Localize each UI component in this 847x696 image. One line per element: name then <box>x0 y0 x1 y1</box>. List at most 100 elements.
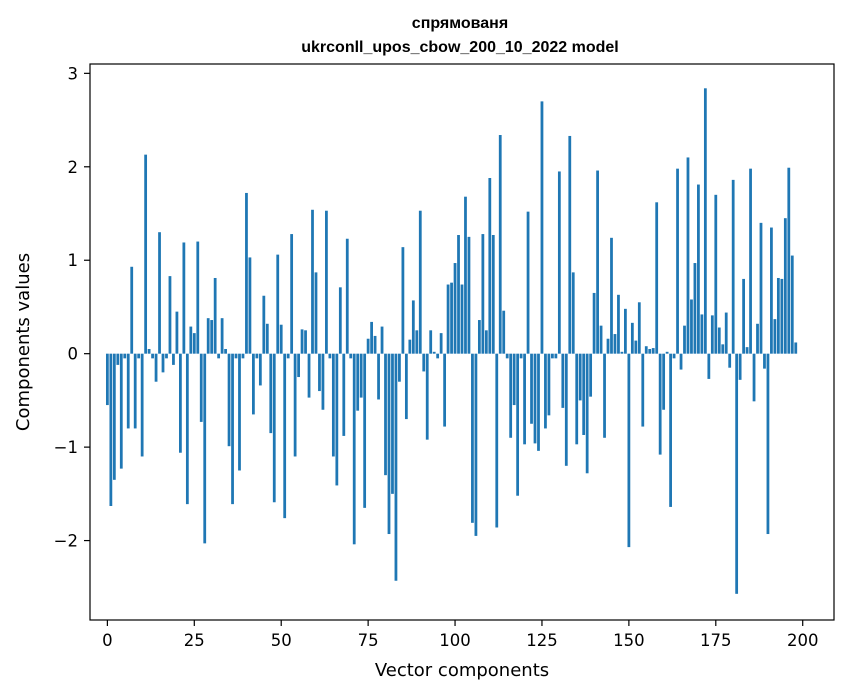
bar <box>105 353 109 406</box>
bar <box>610 237 613 354</box>
bar <box>488 178 492 354</box>
bar <box>724 312 728 354</box>
bar <box>634 340 638 354</box>
bar <box>644 346 648 354</box>
x-tick-label: 50 <box>271 631 292 650</box>
bar <box>526 211 530 354</box>
bar <box>425 353 429 440</box>
bar <box>728 353 732 368</box>
bar <box>648 349 652 354</box>
bar <box>394 353 398 581</box>
plot-frame <box>89 63 835 621</box>
bar <box>606 338 610 354</box>
bar <box>370 321 373 354</box>
bar <box>756 323 759 354</box>
bar <box>286 353 290 359</box>
bar <box>613 334 617 354</box>
bar <box>453 263 457 354</box>
bar <box>662 353 666 410</box>
bar <box>411 300 415 354</box>
bar <box>690 299 693 354</box>
bar <box>422 353 426 372</box>
x-tick-label: 0 <box>102 631 113 650</box>
bar <box>676 168 679 354</box>
bar <box>773 319 777 354</box>
bar <box>627 353 631 548</box>
bar <box>175 311 179 354</box>
bar <box>436 353 440 359</box>
bar <box>137 353 141 359</box>
bar <box>123 353 127 359</box>
bar <box>220 318 224 354</box>
bar <box>766 353 770 535</box>
bar <box>133 353 137 429</box>
x-tick-label: 150 <box>613 631 645 650</box>
bar <box>439 333 443 354</box>
bar <box>387 353 391 535</box>
bar <box>596 170 599 354</box>
bar <box>352 353 356 545</box>
bar <box>794 342 798 354</box>
bar <box>763 353 766 369</box>
bar <box>112 353 116 480</box>
bar <box>665 351 669 354</box>
bar <box>464 196 467 354</box>
bar <box>669 353 672 507</box>
bar <box>161 353 165 373</box>
bar <box>624 308 627 354</box>
bar <box>700 314 704 354</box>
bar <box>300 329 304 354</box>
bar <box>505 353 509 359</box>
bar <box>745 347 749 354</box>
bar <box>366 338 370 354</box>
bar <box>408 339 412 354</box>
bar <box>749 168 752 354</box>
bar <box>262 295 266 354</box>
bar <box>592 292 596 354</box>
bar <box>477 320 481 354</box>
bar <box>495 353 499 528</box>
bar <box>509 353 513 438</box>
bar <box>637 302 641 354</box>
bar <box>790 255 794 354</box>
bar <box>241 353 245 359</box>
bar <box>467 236 471 354</box>
bar <box>318 353 321 392</box>
bar <box>450 282 453 354</box>
bar <box>192 333 196 354</box>
bar <box>575 353 579 445</box>
bar <box>658 353 662 455</box>
chart-title-line2: ukrconll_upos_cbow_200_10_2022 model <box>301 39 618 56</box>
bar <box>578 353 582 401</box>
bar <box>752 353 756 402</box>
bar <box>415 330 419 354</box>
bar <box>293 353 297 457</box>
bar <box>630 322 634 354</box>
bar <box>279 324 283 354</box>
bar <box>582 353 586 435</box>
bar <box>321 353 325 410</box>
bar <box>530 353 533 424</box>
bar <box>655 202 659 354</box>
x-tick-label: 75 <box>358 631 379 650</box>
bar <box>735 353 739 594</box>
bar <box>759 222 763 354</box>
bar <box>189 326 193 354</box>
bar <box>512 353 516 406</box>
bar <box>377 353 380 400</box>
bar <box>446 284 450 354</box>
x-tick-label: 125 <box>526 631 558 650</box>
bar <box>359 353 363 398</box>
bar <box>471 353 474 523</box>
bar <box>269 353 273 434</box>
bar <box>252 353 255 415</box>
bar <box>537 353 540 451</box>
bar <box>443 353 447 427</box>
bar <box>231 353 234 505</box>
bar <box>547 353 551 416</box>
bar <box>179 353 182 453</box>
y-tick-label: 3 <box>68 64 79 83</box>
bar <box>119 353 123 469</box>
bar <box>717 327 721 354</box>
